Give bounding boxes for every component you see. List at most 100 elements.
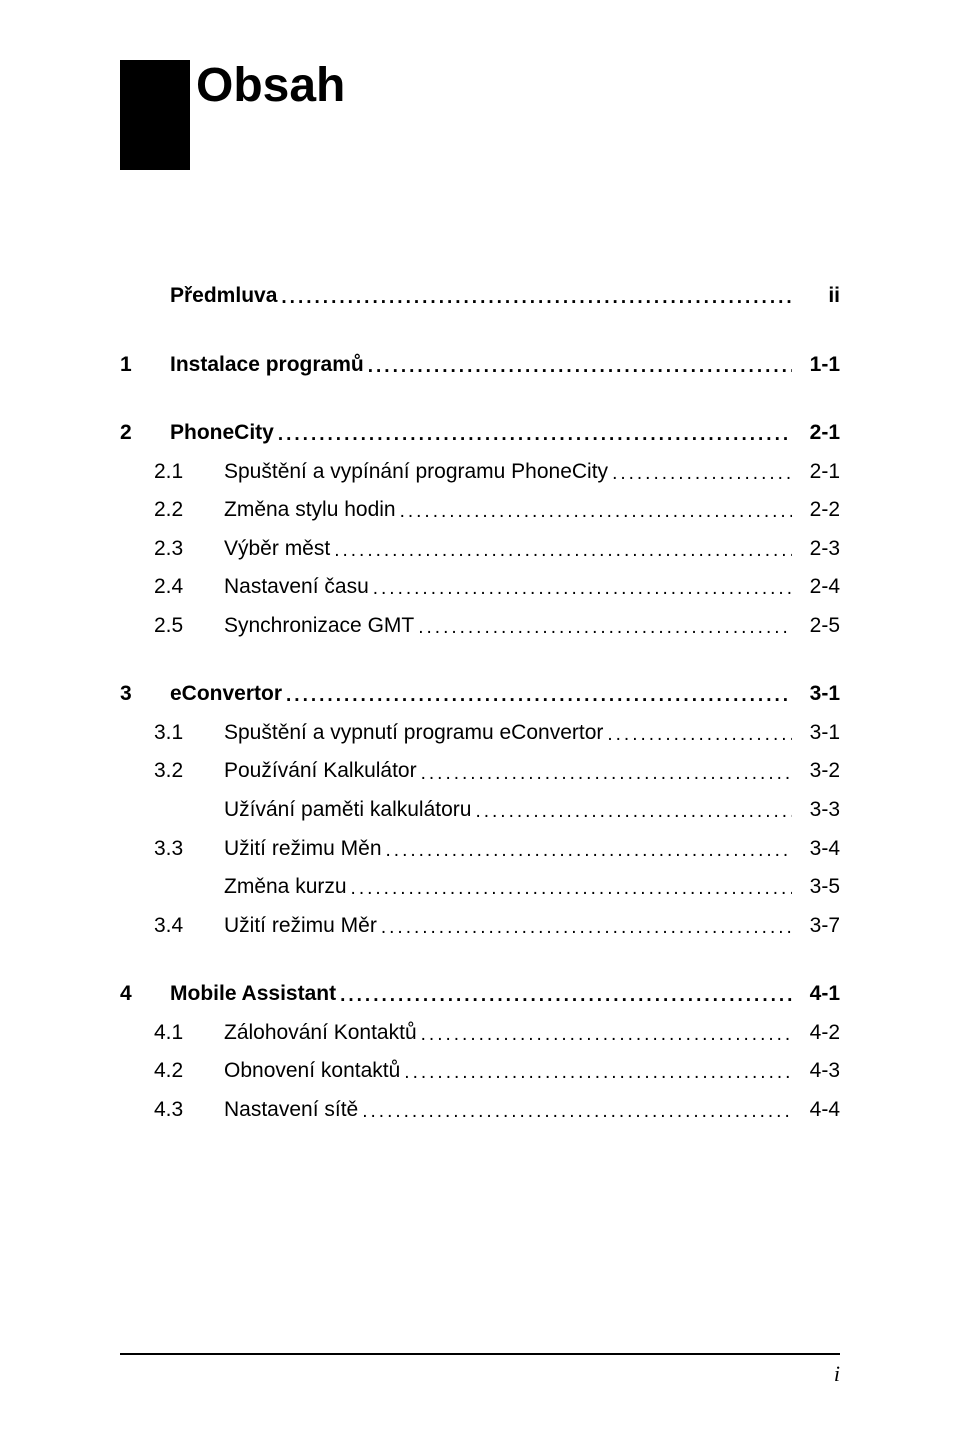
footer-page-number: i bbox=[834, 1361, 840, 1387]
toc-page-number: 3-5 bbox=[796, 871, 840, 904]
toc-leader bbox=[373, 581, 792, 604]
toc-section-number: 4.2 bbox=[154, 1055, 224, 1088]
toc-page-number: 4-4 bbox=[796, 1094, 840, 1127]
toc-indent bbox=[120, 794, 154, 827]
toc-label: Výběr měst bbox=[224, 533, 330, 566]
toc-leader bbox=[607, 726, 792, 749]
toc-page-number: 3-3 bbox=[796, 794, 840, 827]
toc-page-number: 3-7 bbox=[796, 910, 840, 943]
toc-page-number: 4-1 bbox=[796, 978, 840, 1011]
toc-indent bbox=[120, 1094, 154, 1127]
toc-page-number: 2-5 bbox=[796, 610, 840, 643]
table-of-contents: Předmluvaii 1Instalace programů 1-1 2PhoneC… bbox=[120, 280, 840, 1126]
toc-row: 3.2Používání Kalkulátor3-2 bbox=[120, 755, 840, 788]
toc-row: 4.3Nastavení sítě 4-4 bbox=[120, 1094, 840, 1127]
toc-indent bbox=[120, 1055, 154, 1088]
toc-chapter-number: 2 bbox=[120, 417, 170, 450]
toc-indent bbox=[120, 910, 154, 943]
toc-label: Užití režimu Měn bbox=[224, 833, 382, 866]
toc-row: 2.2Změna stylu hodin 2-2 bbox=[120, 494, 840, 527]
toc-leader bbox=[612, 465, 792, 488]
toc-chapter-number: 4 bbox=[120, 978, 170, 1011]
toc-label-cell: Užívání paměti kalkulátoru bbox=[120, 794, 471, 827]
toc-leader bbox=[386, 842, 792, 865]
toc-row: 3.4Užití režimu Měr 3-7 bbox=[120, 910, 840, 943]
toc-label-cell: Změna kurzu bbox=[120, 871, 347, 904]
toc-label: Mobile Assistant bbox=[170, 978, 336, 1011]
toc-indent bbox=[120, 610, 154, 643]
title-block bbox=[120, 60, 190, 170]
toc-section-number: 4.3 bbox=[154, 1094, 224, 1127]
toc-row: Užívání paměti kalkulátoru 3-3 bbox=[120, 794, 840, 827]
toc-label-cell: 1Instalace programů bbox=[120, 349, 364, 382]
toc-page-number: 3-4 bbox=[796, 833, 840, 866]
toc-row: 3eConvertor 3-1 bbox=[120, 678, 840, 711]
toc-section-number: 3.3 bbox=[154, 833, 224, 866]
toc-label: Změna kurzu bbox=[224, 871, 347, 904]
toc-indent bbox=[120, 717, 154, 750]
toc-leader bbox=[421, 1026, 792, 1049]
toc-page-number: 2-2 bbox=[796, 494, 840, 527]
toc-label: Obnovení kontaktů bbox=[224, 1055, 400, 1088]
toc-row: 3.1Spuštění a vypnutí programu eConverto… bbox=[120, 717, 840, 750]
toc-section-number: 2.2 bbox=[154, 494, 224, 527]
toc-page-number: 4-3 bbox=[796, 1055, 840, 1088]
toc-row: 3.3Užití režimu Měn 3-4 bbox=[120, 833, 840, 866]
toc-leader bbox=[404, 1065, 792, 1088]
toc-page-number: 1-1 bbox=[796, 349, 840, 382]
toc-section-number: 2.3 bbox=[154, 533, 224, 566]
toc-leader bbox=[368, 358, 792, 381]
toc-page-number: 2-4 bbox=[796, 571, 840, 604]
page: Obsah Předmluvaii 1Instalace programů 1-1 2… bbox=[0, 0, 960, 1435]
toc-label: eConvertor bbox=[170, 678, 282, 711]
toc-section-number: 2.1 bbox=[154, 456, 224, 489]
toc-leader bbox=[351, 881, 792, 904]
toc-label-cell: 2PhoneCity bbox=[120, 417, 274, 450]
toc-page-number: 3-1 bbox=[796, 717, 840, 750]
toc-leader bbox=[400, 504, 792, 527]
toc-label-cell: 4Mobile Assistant bbox=[120, 978, 336, 1011]
toc-indent bbox=[120, 833, 154, 866]
toc-page-number: 2-1 bbox=[796, 417, 840, 450]
toc-section-number: 3.2 bbox=[154, 755, 224, 788]
toc-indent bbox=[120, 871, 154, 904]
toc-label: Užití režimu Měr bbox=[224, 910, 377, 943]
toc-label: Změna stylu hodin bbox=[224, 494, 396, 527]
toc-page-number: 3-1 bbox=[796, 678, 840, 711]
toc-label-cell: 3.3Užití režimu Měn bbox=[120, 833, 382, 866]
toc-indent bbox=[120, 755, 154, 788]
toc-leader bbox=[334, 542, 792, 565]
toc-indent bbox=[154, 794, 224, 827]
toc-page-number: 4-2 bbox=[796, 1017, 840, 1050]
toc-label: Předmluva bbox=[170, 280, 277, 313]
toc-leader bbox=[418, 619, 792, 642]
toc-row: 4.2Obnovení kontaktů 4-3 bbox=[120, 1055, 840, 1088]
page-title: Obsah bbox=[196, 60, 345, 110]
toc-leader bbox=[278, 427, 792, 450]
toc-label: Instalace programů bbox=[170, 349, 364, 382]
toc-row: 2.4Nastavení času2-4 bbox=[120, 571, 840, 604]
toc-label-cell: 3.1Spuštění a vypnutí programu eConverto… bbox=[120, 717, 603, 750]
toc-label: Nastavení sítě bbox=[224, 1094, 358, 1127]
toc-label-cell: Předmluva bbox=[120, 280, 277, 313]
toc-label: Synchronizace GMT bbox=[224, 610, 414, 643]
toc-label-cell: 4.3Nastavení sítě bbox=[120, 1094, 358, 1127]
toc-chapter-number: 1 bbox=[120, 349, 170, 382]
toc-label-cell: 3.2Používání Kalkulátor bbox=[120, 755, 417, 788]
toc-indent bbox=[120, 494, 154, 527]
toc-indent bbox=[154, 871, 224, 904]
toc-label: Nastavení času bbox=[224, 571, 369, 604]
toc-row: 4Mobile Assistant 4-1 bbox=[120, 978, 840, 1011]
toc-leader bbox=[362, 1103, 792, 1126]
toc-section-number: 3.4 bbox=[154, 910, 224, 943]
toc-label-cell: 3eConvertor bbox=[120, 678, 282, 711]
toc-row: 2PhoneCity 2-1 bbox=[120, 417, 840, 450]
toc-chapter-number: 3 bbox=[120, 678, 170, 711]
title-row: Obsah bbox=[120, 60, 840, 170]
toc-page-number: 2-1 bbox=[796, 456, 840, 489]
toc-leader bbox=[340, 988, 792, 1011]
toc-row: Předmluvaii bbox=[120, 280, 840, 313]
toc-indent bbox=[120, 571, 154, 604]
toc-row: Změna kurzu 3-5 bbox=[120, 871, 840, 904]
toc-label: PhoneCity bbox=[170, 417, 274, 450]
